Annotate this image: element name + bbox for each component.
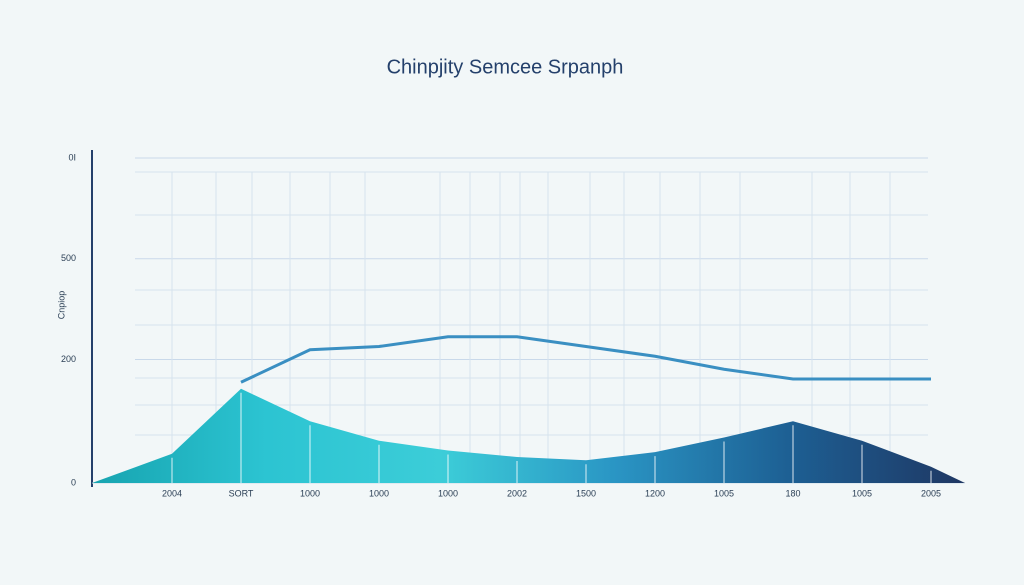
x-tick-label: 2005 (921, 488, 941, 498)
x-tick-label: 1500 (576, 488, 596, 498)
x-tick-label: 180 (785, 488, 800, 498)
y-tick-label: 200 (61, 354, 76, 364)
x-tick-label: 1000 (369, 488, 389, 498)
area (92, 388, 965, 483)
x-tick-label: 1000 (438, 488, 458, 498)
y-axis-label: Cnpiop (56, 291, 66, 320)
x-tick-label: 1005 (852, 488, 872, 498)
chart-title: Chinpjity Semcee Srpanph (387, 56, 624, 78)
y-tick-label: 0 (71, 477, 76, 487)
x-tick-label: 1005 (714, 488, 734, 498)
x-tick-label: 2004 (162, 488, 182, 498)
y-tick-label: 500 (61, 253, 76, 263)
line (240, 335, 931, 384)
y-tick-label: 0I (68, 152, 76, 162)
x-tick-label: 1200 (645, 488, 665, 498)
x-tick-label: SORT (229, 488, 254, 498)
x-tick-label: 1000 (300, 488, 320, 498)
x-tick-label: 2002 (507, 488, 527, 498)
